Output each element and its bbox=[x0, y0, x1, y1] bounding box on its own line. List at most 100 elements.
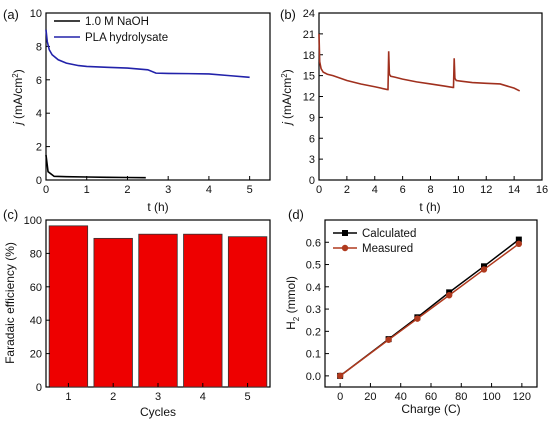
panel-d: (d) 0 20 40 60 80 100 120 0.00.10.20.30.40.50.… bbox=[284, 207, 538, 416]
panel-a-series bbox=[45, 29, 250, 179]
panel-c-x-tick-label: 3 bbox=[155, 391, 161, 403]
panel-d-measured-point bbox=[515, 240, 523, 248]
panel-d-measured-point bbox=[445, 292, 453, 299]
panel-b-x-tick-label: 12 bbox=[480, 184, 492, 196]
panel-a-legend-pla: PLA hydrolysate bbox=[85, 32, 168, 44]
panel-d-x-tick-label: 100 bbox=[482, 391, 500, 403]
panel-a-x-tick-label: 1 bbox=[84, 184, 90, 196]
panel-c-bars bbox=[48, 225, 268, 388]
panel-d-legend-measured: Measured bbox=[362, 243, 413, 255]
panel-a-x-tick-label: 2 bbox=[124, 184, 130, 196]
panel-c-x-ticks: 1 2 3 4 5 bbox=[65, 383, 251, 403]
panel-b-y-tick-label: 0 bbox=[309, 175, 315, 187]
panel-c-x-tick-label: 2 bbox=[110, 391, 116, 403]
panel-a-legend: 1.0 M NaOH PLA hydrolysate bbox=[54, 16, 168, 44]
panel-a-x-tick-label: 4 bbox=[206, 184, 212, 196]
panel-d-calculated-point bbox=[515, 236, 522, 243]
panel-d-measured-point bbox=[480, 266, 488, 273]
panel-d-legend: Calculated Measured bbox=[333, 228, 416, 255]
panel-b-y-label-unit: (mA/cm bbox=[280, 78, 294, 119]
panel-a-y-label-end: ) bbox=[11, 69, 25, 73]
panel-c: (c) 1 2 3 4 5 0 20 40 60 80 100 Cycles Faradaic e… bbox=[3, 207, 271, 419]
panel-a-x-ticks: 0 1 2 3 4 5 bbox=[43, 176, 253, 196]
panel-b-y-label: j (mA/cm2) bbox=[280, 69, 294, 126]
panel-a-y-tick-label: 8 bbox=[36, 41, 42, 53]
panel-c-bar bbox=[48, 225, 89, 388]
panel-b-x-tick-label: 6 bbox=[400, 184, 406, 196]
panel-d-x-tick-label: 60 bbox=[425, 391, 437, 403]
panel-b-y-tick-label: 9 bbox=[309, 112, 315, 124]
panel-a-y-label-sup: 2 bbox=[11, 73, 20, 78]
panel-d-y-tick-label: 0.0 bbox=[306, 371, 321, 383]
panel-b-x-tick-label: 16 bbox=[536, 184, 548, 196]
panel-b-y-label-main: j bbox=[280, 122, 294, 127]
panel-a-y-ticks: 0 2 4 6 8 10 bbox=[30, 8, 50, 187]
panel-d-measured-point bbox=[385, 336, 392, 343]
panel-c-x-tick-label: 5 bbox=[245, 391, 251, 403]
panel-a-x-tick-label: 5 bbox=[247, 184, 253, 196]
panel-c-x-label: Cycles bbox=[140, 405, 176, 419]
panel-d-measured-point bbox=[414, 315, 421, 322]
panel-d-y-label-main: H bbox=[284, 321, 298, 330]
panel-b-label: (b) bbox=[280, 7, 296, 22]
panel-a-x-label: t (h) bbox=[147, 200, 168, 214]
panel-d-y-tick-label: 0.6 bbox=[306, 237, 321, 249]
panel-a-y-tick-label: 0 bbox=[36, 175, 42, 187]
panel-d-series-1-line bbox=[339, 243, 520, 377]
panel-d-x-tick-label: 40 bbox=[395, 391, 407, 403]
panel-b-x-tick-label: 2 bbox=[344, 184, 350, 196]
panel-b-y-tick-label: 12 bbox=[303, 92, 315, 104]
panel-d-y-tick-label: 0.1 bbox=[306, 349, 321, 361]
panel-c-y-ticks: 0 20 40 60 80 100 bbox=[24, 215, 50, 394]
panel-c-bar bbox=[183, 233, 223, 388]
panel-d-axes-frame bbox=[324, 219, 538, 388]
panel-a-legend-naoh: 1.0 M NaOH bbox=[85, 16, 149, 28]
panel-d-y-label-sub: 2 bbox=[292, 316, 301, 321]
panel-c-x-tick-label: 1 bbox=[65, 391, 71, 403]
panel-a-label: (a) bbox=[3, 7, 19, 22]
panel-d-x-ticks: 0 20 40 60 80 100 120 bbox=[337, 383, 531, 403]
panel-c-x-tick-label: 4 bbox=[200, 391, 206, 403]
panel-b-series-0-line bbox=[318, 33, 521, 92]
panel-d-y-tick-label: 0.5 bbox=[306, 260, 321, 272]
panel-c-y-tick-label: 40 bbox=[30, 315, 42, 327]
panel-c-bar bbox=[93, 237, 133, 388]
panel-d-x-tick-label: 80 bbox=[455, 391, 467, 403]
panel-b-y-tick-label: 24 bbox=[303, 8, 315, 20]
panel-a-series-0-line bbox=[45, 154, 146, 179]
panel-c-y-tick-label: 20 bbox=[30, 349, 42, 361]
panel-d-x-tick-label: 0 bbox=[337, 391, 343, 403]
panel-d-series bbox=[336, 236, 523, 380]
panel-a-y-label-main: j bbox=[11, 122, 25, 127]
panel-c-label: (c) bbox=[3, 207, 18, 222]
panel-c-bar bbox=[138, 233, 178, 388]
panel-b-series bbox=[318, 33, 521, 92]
panel-a-series-1-line bbox=[45, 29, 250, 79]
panel-d-measured-point bbox=[336, 372, 344, 380]
panel-d-label: (d) bbox=[288, 207, 304, 222]
panel-b-y-label-sup: 2 bbox=[280, 73, 289, 78]
panel-b-y-tick-label: 15 bbox=[303, 71, 315, 83]
panel-a-y-tick-label: 6 bbox=[36, 75, 42, 87]
panel-a-y-tick-label: 10 bbox=[30, 8, 42, 20]
panel-b-x-tick-label: 14 bbox=[508, 184, 520, 196]
panel-b-y-label-end: ) bbox=[280, 69, 294, 73]
panel-c-y-tick-label: 100 bbox=[24, 215, 42, 227]
panel-d-legend-marker-measured bbox=[341, 244, 349, 252]
panel-c-y-tick-label: 60 bbox=[30, 282, 42, 294]
panel-b-y-tick-label: 3 bbox=[309, 154, 315, 166]
panel-b-y-tick-label: 21 bbox=[303, 29, 315, 41]
panel-b-x-ticks: 0 2 4 6 8 10 12 14 16 bbox=[316, 176, 548, 196]
panel-a-x-tick-label: 0 bbox=[43, 184, 49, 196]
panel-b-x-label: t (h) bbox=[419, 200, 440, 214]
panel-d-x-tick-label: 20 bbox=[364, 391, 376, 403]
panel-b-y-ticks: 0 3 6 9 12 15 18 21 24 bbox=[303, 8, 323, 187]
panel-b-x-tick-label: 10 bbox=[452, 184, 464, 196]
panel-b-x-tick-label: 0 bbox=[316, 184, 322, 196]
panel-a-axes-frame bbox=[45, 12, 271, 181]
panel-d-y-tick-label: 0.3 bbox=[306, 304, 321, 316]
panel-d-y-tick-label: 0.4 bbox=[306, 282, 321, 294]
panel-b-x-tick-label: 4 bbox=[372, 184, 378, 196]
panel-c-y-label: Faradaic efficiency (%) bbox=[3, 242, 17, 364]
